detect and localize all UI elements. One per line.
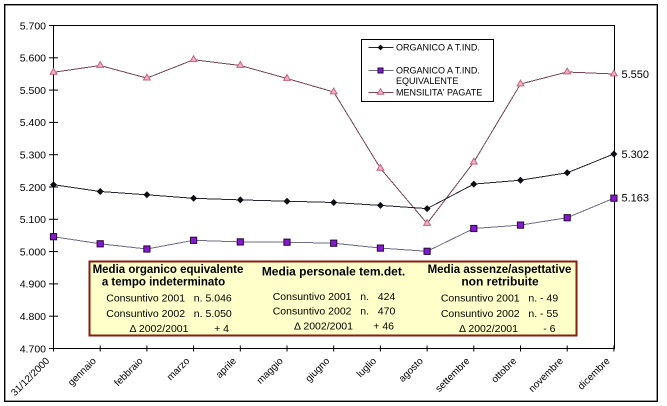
svg-text:- 6: - 6	[543, 323, 555, 335]
svg-text:MENSILITA' PAGATE: MENSILITA' PAGATE	[396, 88, 482, 98]
svg-text:EQUIVALENTE: EQUIVALENTE	[396, 76, 458, 86]
svg-text:Consuntivo 2001 n. 5.046: Consuntivo 2001 n. 5.046	[106, 293, 232, 305]
svg-text:Media organico equivalente: Media organico equivalente	[93, 264, 244, 276]
svg-text:5.550: 5.550	[622, 69, 650, 81]
svg-text:non retribuite: non retribuite	[461, 275, 539, 289]
svg-text:Media personale tem.det.: Media personale tem.det.	[262, 265, 405, 279]
svg-text:5.163: 5.163	[622, 193, 650, 205]
svg-text:Consuntivo 2002 n. 5.050: Consuntivo 2002 n. 5.050	[106, 308, 232, 320]
svg-text:Consuntivo 2002 n. 470: Consuntivo 2002 n. 470	[273, 306, 396, 318]
svg-text:4.900: 4.900	[20, 279, 46, 291]
svg-text:5.500: 5.500	[20, 85, 46, 97]
svg-text:5.000: 5.000	[20, 246, 46, 258]
svg-text:+ 46: + 46	[373, 321, 394, 333]
svg-text:Consuntivo 2001 n. - 49: Consuntivo 2001 n. - 49	[441, 293, 558, 305]
svg-text:Δ 2002/2001: Δ 2002/2001	[459, 323, 518, 335]
svg-text:Δ 2002/2001: Δ 2002/2001	[130, 323, 189, 335]
svg-text:Media assenze/aspettative: Media assenze/aspettative	[428, 264, 572, 276]
svg-text:ORGANICO A T.IND.: ORGANICO A T.IND.	[396, 66, 480, 76]
svg-text:4.700: 4.700	[20, 343, 46, 355]
svg-text:5.300: 5.300	[20, 150, 46, 162]
svg-text:Consuntivo 2001 n. 424: Consuntivo 2001 n. 424	[273, 291, 396, 303]
svg-text:ORGANICO A T.IND.: ORGANICO A T.IND.	[396, 43, 480, 53]
svg-text:5.302: 5.302	[622, 149, 650, 161]
svg-text:a tempo indeterminato: a tempo indeterminato	[102, 277, 225, 289]
svg-text:5.700: 5.700	[20, 20, 46, 32]
svg-text:4.800: 4.800	[20, 311, 46, 323]
svg-text:5.600: 5.600	[20, 53, 46, 65]
svg-text:5.400: 5.400	[20, 117, 46, 129]
svg-text:5.100: 5.100	[20, 214, 46, 226]
svg-text:+ 4: + 4	[214, 323, 229, 335]
svg-text:Δ 2002/2001: Δ 2002/2001	[294, 321, 353, 333]
svg-text:5.200: 5.200	[20, 182, 46, 194]
svg-text:Consuntivo 2002 n. - 55: Consuntivo 2002 n. - 55	[441, 308, 558, 320]
